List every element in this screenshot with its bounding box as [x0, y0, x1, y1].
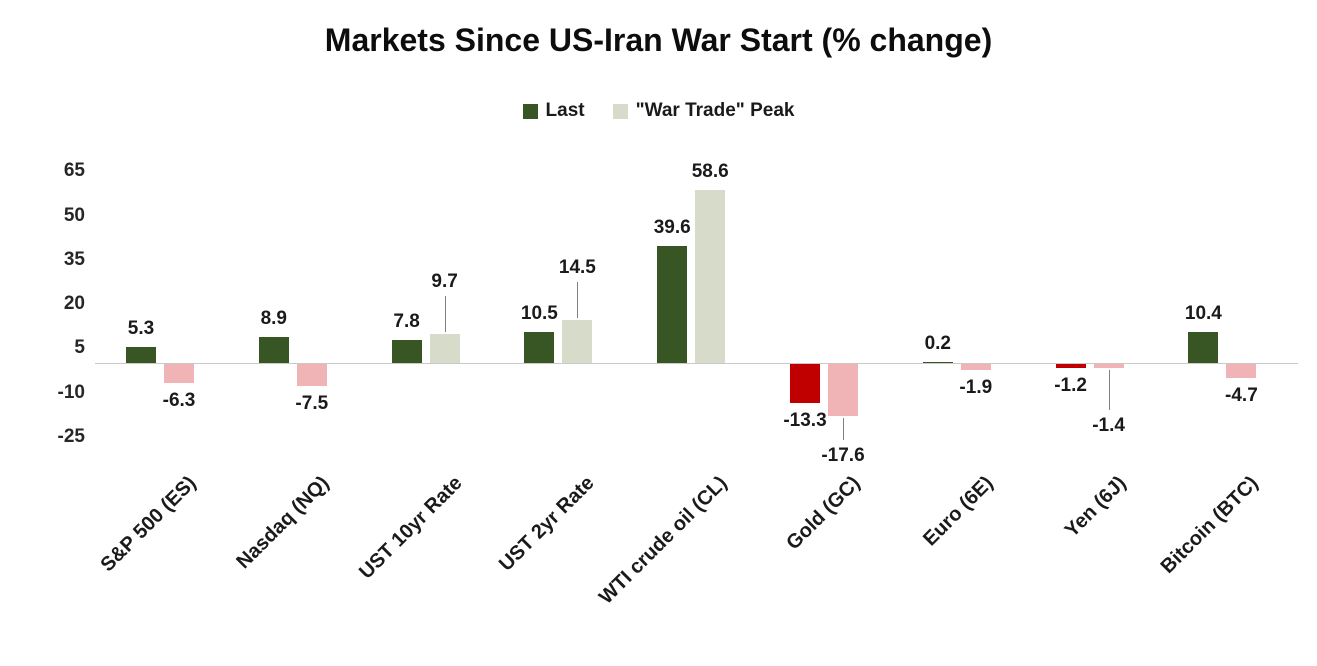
value-label: 7.8: [393, 310, 420, 332]
x-axis-line: [95, 363, 1298, 364]
value-label: 0.2: [924, 333, 951, 354]
bar-peak: [828, 364, 858, 416]
bar-peak: [1093, 364, 1124, 369]
bar-peak: [164, 364, 194, 383]
value-label: -1.4: [1092, 415, 1125, 437]
value-label: 9.7: [431, 271, 458, 293]
y-axis-tick-label: 35: [63, 248, 85, 270]
label-leader-line: [444, 296, 446, 333]
label-leader-line: [1108, 370, 1110, 411]
value-label: 39.6: [653, 217, 691, 239]
bar-last: [126, 347, 156, 363]
bar-last: [922, 362, 953, 363]
value-label: -1.2: [1054, 374, 1087, 396]
bar-last: [1188, 332, 1219, 363]
value-label: -6.3: [162, 389, 196, 411]
bar-last: [790, 364, 820, 404]
value-label: -13.3: [783, 410, 827, 432]
y-axis-tick-label: 50: [63, 204, 85, 226]
y-axis-tick-label: 65: [63, 160, 85, 182]
legend-label-peak: "War Trade" Peak: [635, 100, 795, 121]
value-label: 14.5: [558, 257, 596, 279]
y-axis-tick-label: -25: [57, 425, 85, 447]
value-label: 5.3: [127, 318, 155, 340]
value-label: 10.4: [1184, 303, 1222, 325]
label-leader-line: [843, 417, 844, 440]
value-label: 58.6: [691, 161, 729, 183]
legend-item-last: Last: [522, 100, 585, 122]
legend-swatch-last: [522, 103, 538, 119]
y-axis-tick-label: -10: [57, 381, 85, 403]
bar-last: [391, 339, 422, 363]
value-label: -1.9: [959, 376, 993, 398]
bar-peak: [695, 190, 726, 363]
legend-swatch-peak: [612, 103, 628, 119]
bar-last: [258, 336, 289, 363]
bar-last: [524, 332, 555, 363]
bar-peak: [960, 364, 991, 370]
bar-peak: [1226, 364, 1257, 378]
value-label: 8.9: [260, 307, 287, 329]
value-label: -17.6: [821, 444, 865, 466]
label-leader-line: [577, 282, 579, 319]
y-axis-tick-label: 20: [63, 293, 85, 314]
legend: Last "War Trade" Peak: [0, 100, 1317, 122]
bar-peak: [562, 320, 593, 363]
value-label: -4.7: [1225, 384, 1258, 406]
value-label: 10.5: [520, 303, 558, 325]
bar-peak: [429, 334, 460, 363]
value-label: -7.5: [295, 393, 329, 415]
legend-label-last: Last: [545, 100, 585, 121]
bar-peak: [296, 364, 327, 387]
bar-last: [657, 246, 688, 363]
y-axis-tick-label: 5: [74, 337, 85, 359]
legend-item-peak: "War Trade" Peak: [612, 100, 795, 122]
chart-title: Markets Since US-Iran War Start (% chang…: [324, 22, 993, 58]
bar-last: [1055, 364, 1086, 368]
